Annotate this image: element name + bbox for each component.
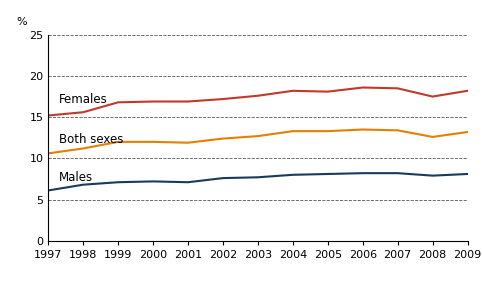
- Text: Males: Males: [59, 171, 93, 184]
- Text: %: %: [17, 17, 27, 27]
- Text: Both sexes: Both sexes: [59, 133, 123, 146]
- Text: Females: Females: [59, 93, 107, 106]
